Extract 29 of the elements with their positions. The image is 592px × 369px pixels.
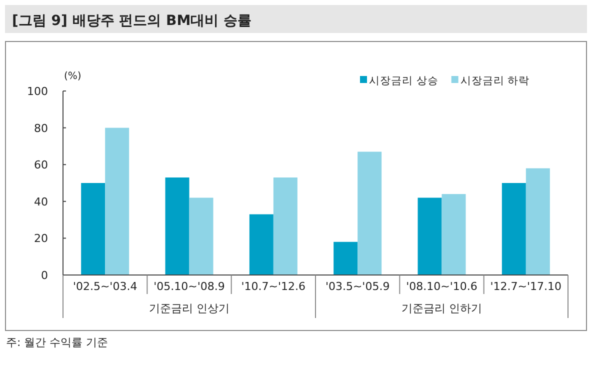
bar bbox=[189, 198, 214, 275]
bar bbox=[81, 183, 106, 275]
bar bbox=[105, 128, 130, 275]
x-tick-label: '03.5~'05.9 bbox=[325, 280, 390, 293]
bar bbox=[526, 168, 550, 275]
text: 주: 월간 수익률 기준 bbox=[6, 336, 108, 349]
x-tick-label: '08.10~'10.6 bbox=[406, 280, 478, 293]
y-tick-label: 80 bbox=[34, 122, 48, 135]
x-tick-label: '10.7~'12.6 bbox=[241, 280, 306, 293]
bar bbox=[334, 242, 358, 275]
y-tick-label: 0 bbox=[41, 269, 48, 282]
bar bbox=[418, 198, 442, 275]
x-tick-label: '02.5~'03.4 bbox=[72, 280, 138, 293]
y-tick-label: 100 bbox=[27, 85, 48, 98]
x-tick-label: '12.7~'17.10 bbox=[490, 280, 562, 293]
bar bbox=[442, 194, 466, 275]
y-tick-label: 20 bbox=[34, 232, 48, 246]
x-tick-label: '05.10~'08.9 bbox=[154, 280, 225, 293]
y-axis-title: (%) bbox=[64, 71, 82, 82]
y-tick-label: 40 bbox=[34, 195, 48, 208]
chart-title: [그림 9] 배당주 펀드의 BM대비 승률 bbox=[12, 13, 252, 29]
text: 기준금리 인하기 bbox=[402, 302, 482, 315]
bar bbox=[249, 214, 274, 275]
text: 기준금리 인상기 bbox=[149, 302, 230, 315]
bar bbox=[502, 183, 526, 275]
bar bbox=[273, 177, 298, 275]
bar bbox=[165, 177, 190, 275]
bar bbox=[358, 152, 382, 275]
y-tick-label: 60 bbox=[34, 158, 48, 172]
